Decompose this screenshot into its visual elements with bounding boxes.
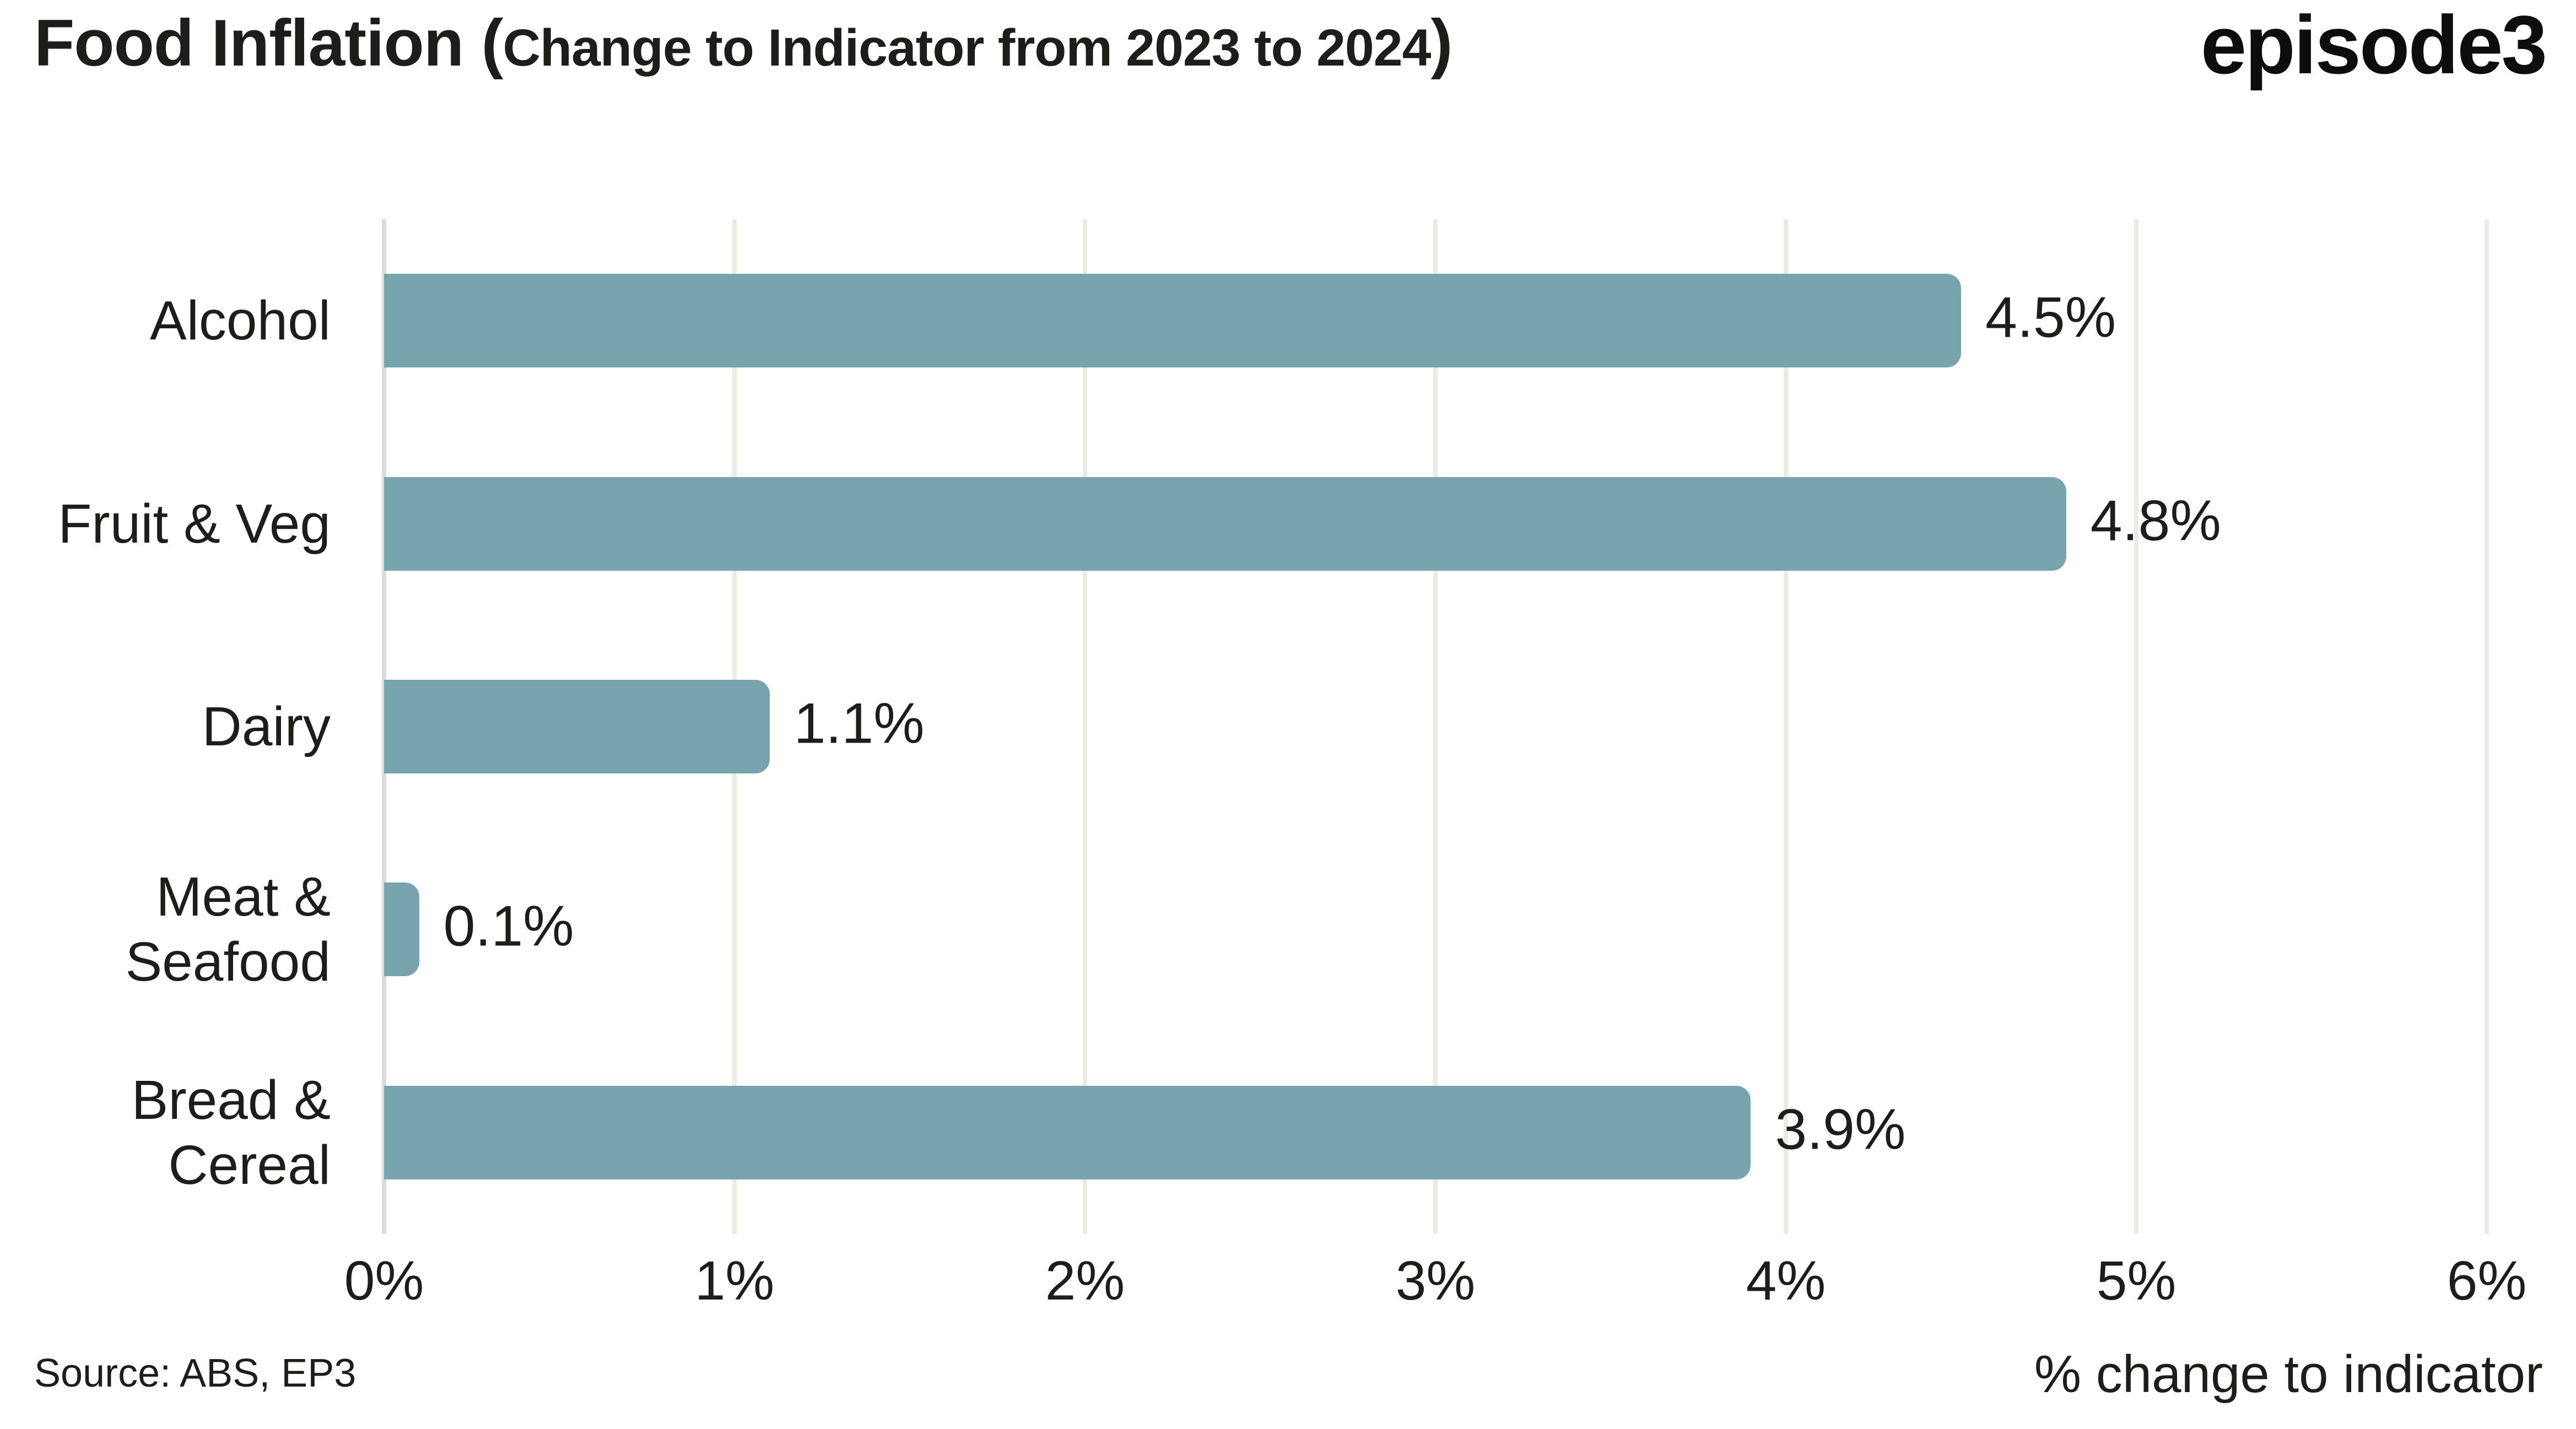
bar-fruit-veg	[384, 477, 2066, 571]
bar-row: 1.1%	[384, 680, 2566, 773]
category-label-bread-cereal: Bread & Cereal	[131, 1069, 331, 1196]
chart-title-close-paren: )	[1430, 6, 1453, 80]
x-tick-label-2%: 2%	[1045, 1250, 1125, 1312]
category-label-dairy: Dairy	[202, 695, 331, 757]
gridline-6%	[2485, 219, 2489, 1234]
bar-row: 3.9%	[384, 1085, 2566, 1179]
x-tick-label-1%: 1%	[694, 1250, 775, 1312]
value-label: 4.8%	[2090, 489, 2221, 553]
bar-bread-cereal	[384, 1085, 1751, 1179]
bar-row: 4.8%	[384, 477, 2566, 571]
x-tick-label-6%: 6%	[2447, 1250, 2527, 1312]
gridline-5%	[2134, 219, 2138, 1234]
value-label: 1.1%	[793, 691, 925, 756]
value-label: 0.1%	[443, 895, 574, 959]
chart-title-main: Food Inflation (	[34, 6, 503, 80]
gridline-2%	[1083, 219, 1087, 1234]
chart-title: Food Inflation (Change to Indicator from…	[34, 10, 1452, 76]
x-axis-title: % change to indicator	[2034, 1345, 2543, 1404]
gridline-3%	[1433, 219, 1438, 1234]
bar-row: 0.1%	[384, 883, 2566, 977]
plot-area: 4.5% 4.8% 1.1% 0.1% 3.9%	[382, 219, 2566, 1234]
category-axis-labels: Alcohol Fruit & Veg Dairy Meat & Seafood Bre…	[22, 219, 331, 1234]
bar-meat-seafood	[384, 883, 419, 977]
value-label: 4.5%	[1985, 285, 2116, 350]
x-tick-label-3%: 3%	[1395, 1250, 1476, 1312]
x-tick-label-4%: 4%	[1746, 1250, 1826, 1312]
bar-dairy	[384, 680, 770, 773]
bar-row: 4.5%	[384, 274, 2566, 368]
x-axis-tick-labels: 0% 1% 2% 3% 4% 5% 6%	[344, 1249, 2566, 1316]
source-note: Source: ABS, EP3	[34, 1351, 357, 1395]
episode3-logo: episode3	[2200, 0, 2547, 91]
chart-title-subtitle: Change to Indicator from 2023 to 2024	[503, 19, 1431, 77]
x-tick-label-5%: 5%	[2096, 1250, 2177, 1312]
gridline-4%	[1784, 219, 1788, 1234]
x-tick-label-0%: 0%	[344, 1250, 424, 1312]
category-label-meat-seafood: Meat & Seafood	[125, 866, 331, 993]
bar-alcohol	[384, 274, 1961, 368]
category-label-fruit-veg: Fruit & Veg	[58, 492, 331, 555]
category-label-alcohol: Alcohol	[150, 290, 331, 352]
value-label: 3.9%	[1775, 1097, 1906, 1162]
